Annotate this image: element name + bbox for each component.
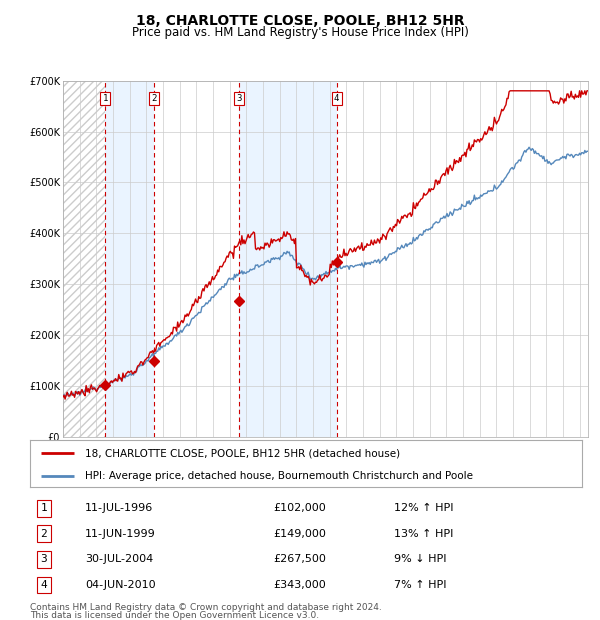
Text: 18, CHARLOTTE CLOSE, POOLE, BH12 5HR: 18, CHARLOTTE CLOSE, POOLE, BH12 5HR xyxy=(136,14,464,28)
Text: Price paid vs. HM Land Registry's House Price Index (HPI): Price paid vs. HM Land Registry's House … xyxy=(131,26,469,39)
Text: 4: 4 xyxy=(40,580,47,590)
Text: This data is licensed under the Open Government Licence v3.0.: This data is licensed under the Open Gov… xyxy=(30,611,319,620)
Text: 12% ↑ HPI: 12% ↑ HPI xyxy=(394,503,454,513)
Text: 11-JUL-1996: 11-JUL-1996 xyxy=(85,503,154,513)
Text: 3: 3 xyxy=(40,554,47,564)
Text: 04-JUN-2010: 04-JUN-2010 xyxy=(85,580,156,590)
Text: 11-JUN-1999: 11-JUN-1999 xyxy=(85,529,156,539)
Text: £102,000: £102,000 xyxy=(273,503,326,513)
Text: 18, CHARLOTTE CLOSE, POOLE, BH12 5HR (detached house): 18, CHARLOTTE CLOSE, POOLE, BH12 5HR (de… xyxy=(85,448,400,458)
Text: 1: 1 xyxy=(103,94,108,103)
Text: 4: 4 xyxy=(334,94,340,103)
Text: £343,000: £343,000 xyxy=(273,580,326,590)
Bar xyxy=(239,81,337,437)
Text: £267,500: £267,500 xyxy=(273,554,326,564)
Text: 13% ↑ HPI: 13% ↑ HPI xyxy=(394,529,454,539)
Text: 7% ↑ HPI: 7% ↑ HPI xyxy=(394,580,447,590)
Text: 2: 2 xyxy=(40,529,47,539)
Text: 1: 1 xyxy=(40,503,47,513)
Bar xyxy=(63,81,105,437)
Text: £149,000: £149,000 xyxy=(273,529,326,539)
Text: 30-JUL-2004: 30-JUL-2004 xyxy=(85,554,154,564)
Bar xyxy=(63,81,105,437)
Text: 2: 2 xyxy=(151,94,157,103)
Text: Contains HM Land Registry data © Crown copyright and database right 2024.: Contains HM Land Registry data © Crown c… xyxy=(30,603,382,612)
Bar xyxy=(105,81,154,437)
Text: 9% ↓ HPI: 9% ↓ HPI xyxy=(394,554,447,564)
Text: HPI: Average price, detached house, Bournemouth Christchurch and Poole: HPI: Average price, detached house, Bour… xyxy=(85,471,473,482)
Text: 3: 3 xyxy=(236,94,242,103)
